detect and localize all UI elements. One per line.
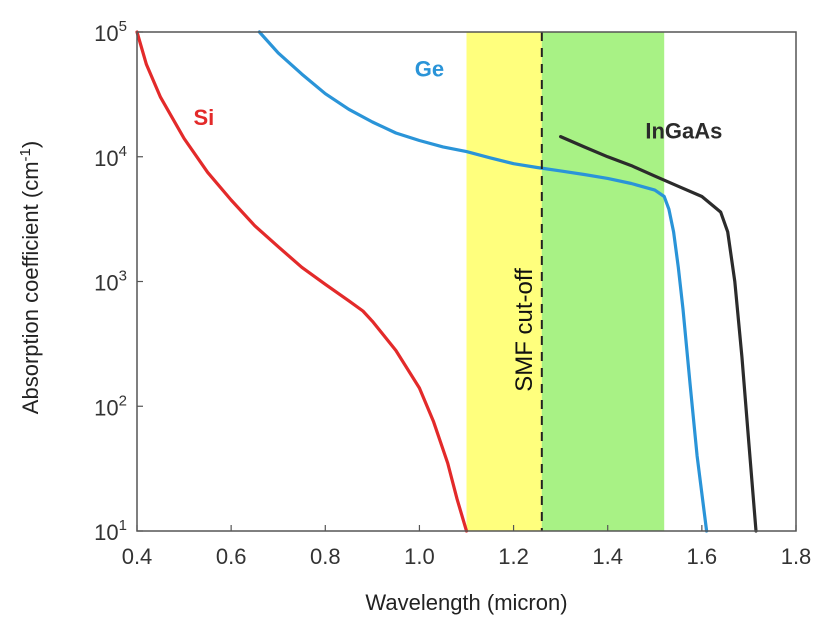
y-tick-base: 10 bbox=[94, 271, 118, 296]
cutoff-layer: SMF cut-off bbox=[511, 32, 543, 531]
series-line-ingaas bbox=[559, 135, 758, 533]
x-axis-title: Wavelength (micron) bbox=[365, 590, 567, 615]
series-line-ge bbox=[257, 30, 709, 533]
y-tick-label: 104 bbox=[94, 143, 127, 171]
series-label-ge: Ge bbox=[415, 56, 444, 81]
x-tick-label: 0.8 bbox=[310, 544, 341, 569]
y-axis-title-superscript: -1 bbox=[17, 148, 34, 161]
y-tick-label: 101 bbox=[94, 517, 127, 545]
wavelength-band-2 bbox=[541, 32, 665, 531]
y-tick-exponent: 5 bbox=[119, 18, 127, 35]
x-tick-label: 1.0 bbox=[404, 544, 435, 569]
x-tick-label: 1.8 bbox=[781, 544, 812, 569]
x-tick-label: 0.6 bbox=[216, 544, 247, 569]
x-tick-label: 0.4 bbox=[122, 544, 153, 569]
y-tick-exponent: 1 bbox=[119, 517, 127, 534]
y-axis-title: Absorption coefficient (cm-1) bbox=[17, 141, 43, 414]
y-tick-base: 10 bbox=[94, 21, 118, 46]
y-tick-exponent: 4 bbox=[119, 143, 127, 160]
y-tick-base: 10 bbox=[94, 520, 118, 545]
x-tick-label: 1.6 bbox=[687, 544, 718, 569]
y-tick-exponent: 2 bbox=[119, 392, 127, 409]
y-tick-base: 10 bbox=[94, 395, 118, 420]
y-tick-label: 105 bbox=[94, 18, 127, 46]
x-tick-label: 1.4 bbox=[592, 544, 623, 569]
series-label-si: Si bbox=[193, 105, 214, 130]
smf-cutoff-label: SMF cut-off bbox=[511, 268, 538, 392]
y-tick-label: 103 bbox=[94, 268, 127, 296]
wavelength-band-1 bbox=[466, 32, 542, 531]
bands-layer bbox=[466, 32, 665, 531]
y-tick-label: 102 bbox=[94, 392, 127, 420]
y-tick-exponent: 3 bbox=[119, 268, 127, 285]
series-line-si bbox=[135, 30, 469, 533]
x-tick-label: 1.2 bbox=[498, 544, 529, 569]
series-labels-layer: Si Ge InGaAs bbox=[193, 56, 722, 143]
y-tick-base: 10 bbox=[94, 146, 118, 171]
y-axis-title-main: Absorption coefficient (cm bbox=[18, 161, 43, 414]
series-layer bbox=[135, 30, 758, 533]
series-label-ingaas: InGaAs bbox=[645, 119, 722, 144]
y-axis-title-close: ) bbox=[18, 141, 43, 148]
